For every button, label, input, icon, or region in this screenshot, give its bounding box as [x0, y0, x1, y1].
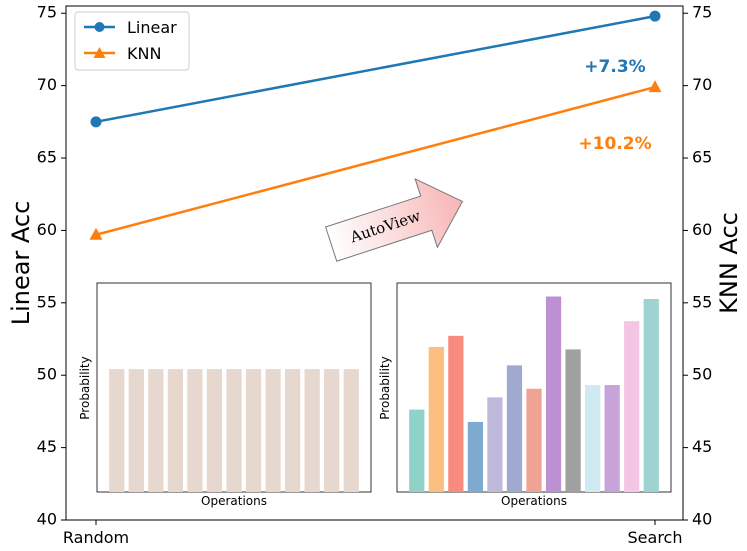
inset-search-probability: Operations Probability	[378, 282, 672, 508]
y-right-tick-label: 55	[692, 292, 712, 311]
inset-search-bar	[487, 397, 503, 492]
inset-search-bar	[428, 346, 444, 492]
inset-search-bar	[565, 349, 581, 492]
y-left-tick-label: 50	[37, 365, 57, 384]
linear-series-line	[95, 14, 656, 124]
x-tick-label: Search	[628, 528, 683, 547]
inset-search-bar	[526, 388, 542, 492]
inset-search-ylabel: Probability	[378, 356, 392, 419]
y-left-tick-label: 55	[37, 292, 57, 311]
y-left-tick-label: 40	[37, 510, 57, 529]
y-left-tick-label: 65	[37, 148, 57, 167]
y-left-tick-label: 60	[37, 220, 57, 239]
inset-random-bar	[187, 369, 203, 492]
inset-search-bar	[467, 421, 484, 492]
knn-point	[89, 227, 103, 240]
inset-random-bar	[304, 369, 320, 492]
y-left-tick-label: 70	[37, 75, 57, 94]
inset-search-bar	[409, 409, 425, 492]
x-tick-label: Random	[63, 528, 129, 547]
linear-point	[649, 10, 661, 22]
y-axis-left-label: Linear Acc	[7, 201, 35, 326]
legend-knn-label: KNN	[127, 44, 161, 63]
inset-random-bar	[206, 369, 223, 492]
y-axis-left-ticks: 40 45 50 55 60 65 70 75	[37, 3, 66, 529]
inset-search-bar	[624, 321, 640, 492]
y-axis-right-ticks: 40 45 50 55 60 65 70 75	[683, 3, 712, 529]
inset-random-ylabel: Probability	[78, 356, 92, 419]
y-right-tick-label: 75	[692, 3, 712, 22]
inset-search-bar	[545, 296, 562, 492]
y-axis-right-label: KNN Acc	[715, 212, 743, 314]
knn-point	[648, 80, 662, 93]
y-right-tick-label: 70	[692, 75, 712, 94]
inset-random-bar	[128, 369, 144, 492]
inset-search-bar	[584, 385, 601, 492]
inset-random-bar	[343, 369, 359, 492]
legend: Linear KNN	[74, 11, 190, 71]
y-right-tick-label: 45	[692, 437, 712, 456]
inset-random-xlabel: Operations	[201, 494, 267, 508]
inset-random-bar	[167, 369, 184, 492]
legend-linear-marker	[94, 22, 105, 32]
legend-linear-label: Linear	[127, 18, 177, 37]
y-right-tick-label: 60	[692, 220, 712, 239]
plot-area-frame	[65, 5, 684, 521]
inset-random-bar	[109, 369, 125, 492]
inset-random-bar	[148, 369, 164, 492]
legend-knn-marker	[93, 47, 106, 58]
y-right-tick-label: 40	[692, 510, 712, 529]
y-left-tick-label: 75	[37, 3, 57, 22]
inset-random-bar	[284, 369, 301, 492]
inset-search-bar	[643, 298, 659, 492]
inset-random-bar	[245, 369, 262, 492]
y-right-tick-label: 65	[692, 148, 712, 167]
linear-gain-annotation: +7.3%	[584, 57, 645, 77]
inset-random-bar	[324, 369, 340, 492]
inset-search-bar	[448, 335, 464, 492]
inset-random-probability: Operations Probability	[78, 282, 372, 508]
inset-search-bar	[604, 385, 620, 492]
knn-gain-annotation: +10.2%	[578, 134, 651, 154]
series-layer	[89, 10, 662, 240]
inset-random-bar	[265, 369, 281, 492]
linear-point	[90, 116, 102, 128]
inset-random-bar	[226, 369, 242, 492]
knn-series-line	[95, 85, 656, 236]
autoview-arrow: AutoView	[324, 177, 464, 262]
inset-search-xlabel: Operations	[501, 494, 567, 508]
y-left-tick-label: 45	[37, 437, 57, 456]
inset-search-bar	[506, 365, 523, 492]
x-axis-ticks: Random Search	[63, 520, 683, 547]
y-right-tick-label: 50	[692, 365, 712, 384]
